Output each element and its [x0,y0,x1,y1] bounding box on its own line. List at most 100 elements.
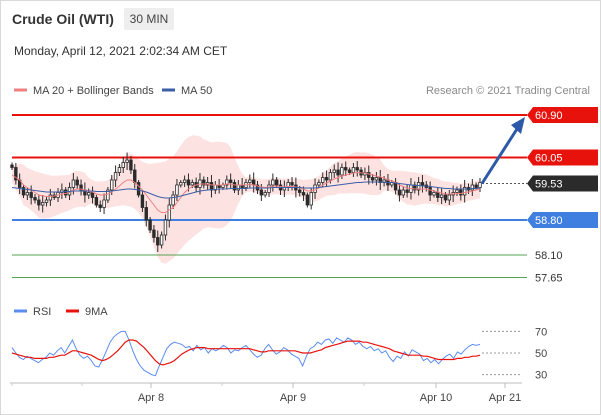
candle-body [29,192,33,198]
candle-body [370,177,375,181]
candle-body [106,189,110,201]
timeframe-badge[interactable]: 30 MIN [124,8,174,30]
candle-body [167,204,171,221]
candle-body [274,179,279,186]
candle-body [347,169,352,173]
candle-body [267,184,271,193]
level-tag-60.90 [527,107,598,123]
candle-body [110,179,114,191]
level-label-59.53: 59.53 [535,179,563,191]
candle-body [171,194,175,206]
x-tick-label-apr-9: Apr 9 [280,392,306,404]
candle-body [298,189,302,193]
candle-body [455,189,459,193]
candle-body [236,184,241,191]
level-label-60.05: 60.05 [535,153,563,165]
candle-body [248,179,252,183]
forecast-arrow-head [511,117,525,134]
candle-body [175,184,179,196]
candle-body [202,179,206,186]
candlesticks [10,152,482,252]
candle-body [367,172,371,178]
candle-body [305,194,310,206]
bollinger-bands [12,135,480,264]
candle-body [313,184,317,193]
candle-body [355,167,359,171]
x-tick-label-apr-10: Apr 10 [420,392,452,404]
candle-body [470,184,475,191]
candle-body [228,179,233,183]
level-tag-60.05 [527,149,598,166]
candle-body [351,167,356,173]
candle-body [397,189,402,196]
level-label-58.10: 58.10 [535,250,563,262]
credit-text: Research © 2021 Trading Central [426,85,590,97]
candle-body [121,162,125,168]
candle-body [102,199,106,208]
candle-body [129,159,133,171]
candle-body [401,189,405,196]
candle-body [125,159,129,163]
candle-body [10,164,14,168]
candle-body [317,182,321,186]
candle-body [156,237,160,246]
candle-body [87,192,91,196]
candle-body [447,194,452,201]
candle-body [332,169,336,173]
candle-body [439,194,444,198]
candle-body [225,179,229,186]
candle-body [328,172,333,181]
timestamp: Monday, April 12, 2021 2:02:34 AM CET [14,44,228,58]
candle-body [14,167,18,181]
x-tick-label-apr-21: Apr 21 [489,392,521,404]
rsi-tick-label-50: 50 [535,348,547,360]
candle-body [37,199,41,206]
candle-body [182,179,187,183]
price-levels: 60.90 60.05 59.53 58.80 58.10 57.65 [12,107,598,285]
candle-body [321,177,325,183]
x-axis-ticks: Apr 8 Apr 9 Apr 10 Apr 21 [11,383,521,404]
level-tag-59.53 [527,175,598,192]
candle-body [474,184,478,188]
forecast-arrow [480,117,525,185]
rsi-panel: 70 50 30 [11,326,547,382]
candle-body [136,182,141,196]
candle-body [232,182,237,191]
candle-body [98,204,102,208]
candle-body [416,182,421,191]
ma50-line [11,181,481,199]
candle-body [271,179,275,186]
candle-body [259,189,264,196]
candle-body [71,179,76,188]
legend-ma20-label: MA 20 + Bollinger Bands [33,85,154,97]
candle-body [290,182,294,186]
candle-body [90,192,95,198]
level-label-58.80: 58.80 [535,215,563,227]
candle-body [309,192,313,206]
candle-body [133,169,137,183]
forecast-arrow-shaft [480,128,519,185]
level-label-57.65: 57.65 [535,273,563,285]
legend-ma50-label: MA 50 [181,85,212,97]
candle-body [374,177,379,181]
candle-body [113,172,118,181]
candle-body [428,187,432,196]
rsi-tick-label-30: 30 [535,370,547,382]
candle-body [478,182,482,188]
candle-body [148,219,152,231]
candle-body [462,187,467,196]
candle-body [40,202,45,206]
candle-body [144,207,148,221]
legend-9ma-label: 9MA [85,306,108,318]
candle-body [263,192,267,196]
candle-body [159,234,164,246]
candle-body [33,197,37,201]
candle-body [340,167,344,176]
candle-body [459,189,463,196]
rsi-9ma-line [11,339,481,366]
candle-body [64,189,68,196]
rsi-line [11,330,481,377]
candle-body [324,177,329,181]
candle-body [405,189,409,193]
